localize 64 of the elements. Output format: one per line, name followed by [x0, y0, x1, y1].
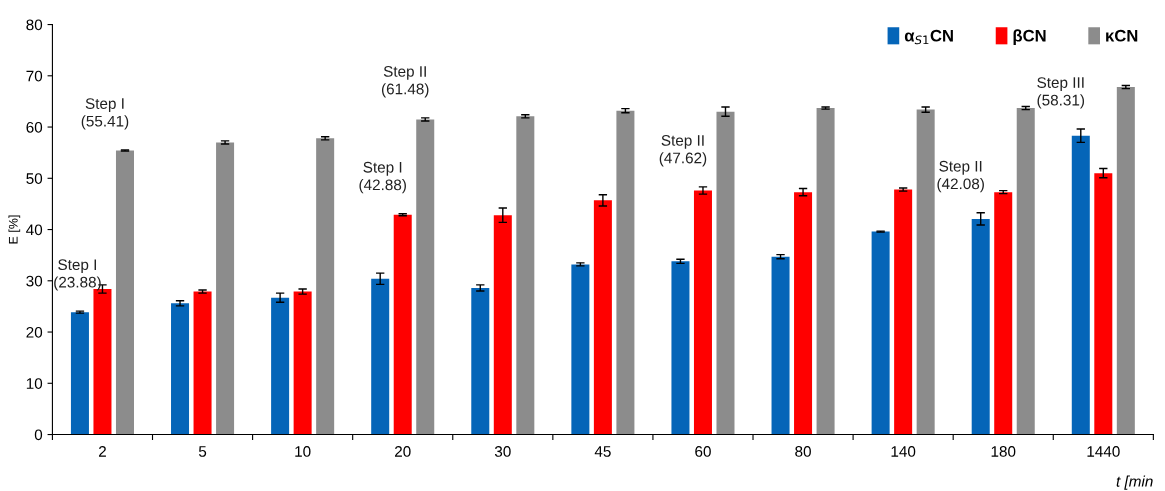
bar — [193, 291, 212, 435]
legend-label: κCN — [1106, 29, 1138, 42]
annotation: Step I (42.88) — [359, 161, 406, 194]
y-tick-label: 40 — [26, 224, 43, 236]
y-tick-label: 70 — [26, 70, 43, 82]
bar — [971, 218, 990, 435]
x-tick-label: 60 — [695, 446, 711, 457]
y-tick-label: 30 — [26, 275, 43, 287]
x-tick-label: 10 — [295, 446, 311, 457]
y-tick-label: 60 — [26, 121, 43, 133]
bar — [671, 261, 690, 435]
bar — [994, 192, 1013, 435]
x-axis-title: t [min — [1116, 475, 1153, 490]
bar — [771, 256, 790, 435]
bar — [1094, 173, 1113, 435]
bar — [1071, 135, 1090, 435]
bar — [471, 287, 490, 435]
bar — [115, 150, 134, 435]
bar — [271, 297, 290, 435]
bar — [571, 264, 590, 435]
bar — [516, 116, 535, 435]
annotation: Step II (47.62) — [659, 135, 707, 167]
bar — [794, 192, 813, 435]
annotation: Step I (55.41) — [81, 98, 129, 130]
annotation: Step II (42.08) — [937, 160, 984, 193]
bar — [293, 291, 312, 435]
bar — [493, 215, 512, 435]
bar — [616, 110, 635, 435]
x-tick-label: 140 — [891, 446, 916, 457]
x-tick-label: 2 — [98, 446, 106, 457]
bar — [693, 190, 712, 435]
bar — [816, 108, 835, 435]
y-tick-label: 20 — [26, 326, 43, 338]
bar — [871, 231, 890, 435]
bar — [70, 312, 89, 435]
bar — [593, 200, 612, 435]
bar — [371, 278, 390, 435]
y-tick-label: 50 — [26, 173, 43, 184]
legend-label: α$_{S1}$CN — [904, 29, 953, 45]
bar — [916, 109, 935, 435]
bar — [716, 111, 735, 435]
x-tick-label: 80 — [795, 446, 811, 457]
legend-label: βCN — [1013, 29, 1046, 45]
x-tick-label: 1440 — [1087, 446, 1120, 457]
bar — [393, 214, 412, 435]
y-tick-label: 0 — [34, 429, 43, 441]
bar — [416, 119, 435, 435]
x-tick-label: 45 — [594, 446, 611, 457]
bar — [1016, 108, 1035, 435]
x-tick-label: 20 — [394, 446, 411, 457]
bar — [171, 303, 190, 435]
y-axis-title: E [%] — [8, 215, 21, 244]
bar — [894, 189, 913, 435]
annotation: Step I (23.88) — [54, 259, 101, 291]
annotation: Step III (58.31) — [1037, 77, 1085, 109]
bar — [316, 138, 335, 435]
y-tick-label: 10 — [26, 378, 43, 389]
x-tick-label: 180 — [991, 446, 1016, 457]
bar — [216, 142, 235, 435]
y-tick-label: 80 — [26, 19, 43, 31]
annotation: Step II (61.48) — [381, 66, 429, 98]
bar — [1116, 87, 1135, 435]
x-tick-label: 5 — [198, 446, 207, 457]
x-tick-label: 30 — [494, 446, 511, 457]
